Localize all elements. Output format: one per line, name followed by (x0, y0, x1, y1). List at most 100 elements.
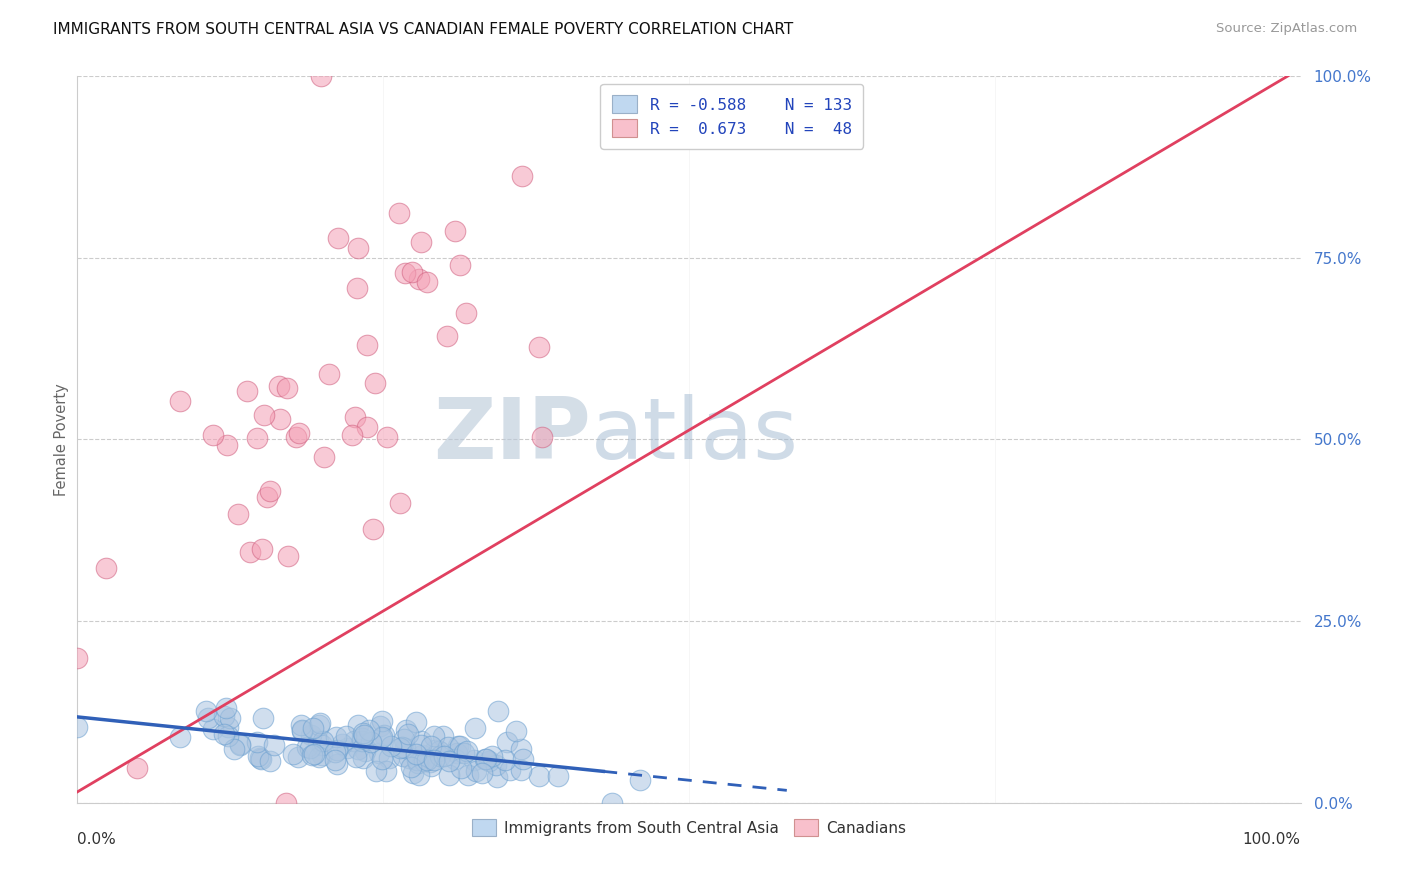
Point (301, 747, 323, 762)
Point (347, 718, 370, 732)
Point (494, 753, 516, 767)
Point (340, 428, 363, 442)
Point (429, 744, 451, 758)
Point (450, 760, 472, 774)
Text: IMMIGRANTS FROM SOUTH CENTRAL ASIA VS CANADIAN FEMALE POVERTY CORRELATION CHART: IMMIGRANTS FROM SOUTH CENTRAL ASIA VS CA… (53, 22, 793, 37)
Point (287, 750, 309, 764)
Point (394, 740, 416, 755)
Point (416, 275, 439, 289)
Point (312, 450, 335, 464)
Point (217, 730, 239, 744)
Point (169, 393, 191, 408)
Point (425, 743, 447, 757)
Point (529, 340, 551, 354)
Text: 100.0%: 100.0% (1243, 832, 1301, 847)
Point (236, 384, 259, 399)
Point (378, 750, 401, 764)
Point (396, 727, 419, 741)
Point (224, 742, 246, 756)
Point (447, 739, 470, 754)
Point (284, 429, 307, 443)
Point (259, 483, 281, 498)
Point (336, 741, 359, 756)
Point (443, 752, 465, 766)
Point (478, 755, 501, 769)
Point (370, 714, 392, 728)
Point (267, 379, 290, 393)
Point (405, 715, 427, 730)
Point (295, 739, 318, 754)
Point (464, 721, 486, 735)
Point (253, 408, 276, 422)
Point (277, 549, 299, 563)
Point (352, 751, 374, 765)
Point (309, 716, 332, 731)
Point (465, 764, 488, 779)
Point (505, 723, 527, 738)
Point (547, 769, 569, 783)
Point (380, 739, 402, 753)
Point (463, 753, 485, 767)
Point (510, 169, 533, 184)
Point (217, 720, 239, 734)
Point (364, 376, 387, 391)
Point (202, 428, 225, 442)
Point (359, 723, 381, 738)
Point (307, 734, 329, 748)
Point (527, 769, 550, 783)
Point (499, 763, 522, 777)
Point (436, 740, 458, 755)
Point (486, 704, 509, 718)
Point (215, 437, 238, 451)
Point (346, 742, 368, 756)
Point (343, 409, 366, 424)
Point (325, 731, 347, 745)
Point (391, 739, 413, 754)
Point (375, 430, 398, 444)
Point (66, 651, 89, 665)
Point (309, 69, 332, 83)
Point (370, 731, 392, 745)
Point (249, 751, 271, 765)
Point (346, 749, 368, 764)
Point (361, 523, 384, 537)
Point (335, 729, 357, 743)
Point (197, 711, 219, 725)
Point (420, 759, 443, 773)
Point (326, 742, 349, 756)
Point (370, 752, 392, 766)
Point (299, 741, 322, 756)
Point (433, 749, 456, 764)
Point (495, 735, 517, 749)
Point (202, 723, 225, 737)
Point (263, 738, 285, 752)
Point (510, 742, 533, 756)
Point (432, 729, 454, 743)
Point (312, 734, 335, 748)
Point (346, 281, 368, 295)
Point (409, 734, 432, 748)
Point (389, 496, 412, 510)
Point (229, 737, 252, 751)
Point (374, 764, 396, 779)
Text: Source: ZipAtlas.com: Source: ZipAtlas.com (1216, 22, 1357, 36)
Point (446, 746, 468, 760)
Point (416, 754, 439, 768)
Point (212, 709, 235, 723)
Point (471, 766, 494, 780)
Point (323, 753, 346, 767)
Point (308, 749, 330, 764)
Point (326, 757, 349, 772)
Point (328, 231, 350, 245)
Point (509, 763, 531, 777)
Point (475, 752, 498, 766)
Point (628, 772, 651, 787)
Point (276, 796, 298, 810)
Point (291, 724, 314, 739)
Text: ZIP: ZIP (433, 394, 591, 477)
Point (195, 704, 218, 718)
Point (364, 764, 387, 779)
Point (299, 728, 322, 742)
Point (311, 748, 333, 763)
Point (94, 561, 117, 575)
